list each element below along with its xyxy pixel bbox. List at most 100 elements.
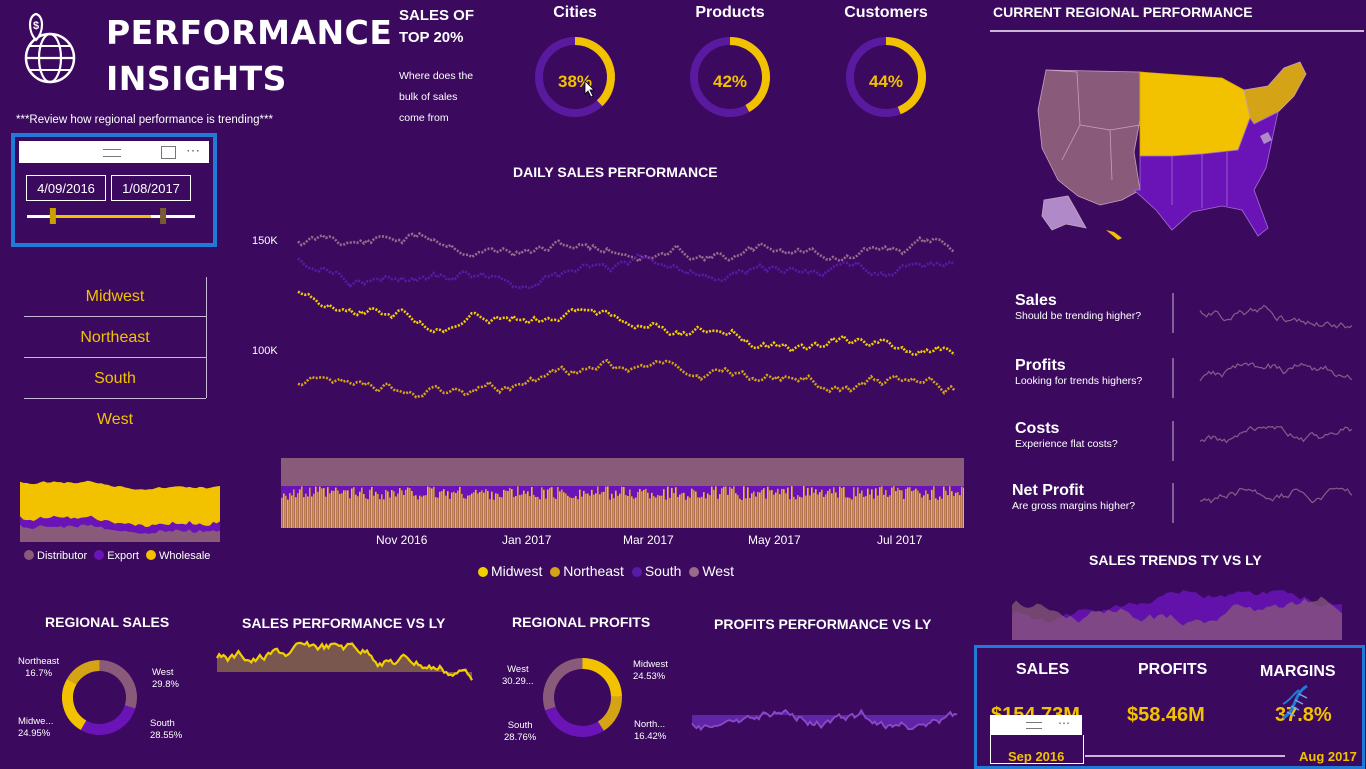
- region-item-northeast[interactable]: Northeast: [80, 329, 150, 346]
- northeast-line[interactable]: [297, 358, 956, 399]
- profits-vs-ly-chart[interactable]: [690, 640, 960, 752]
- strip-bar: [847, 497, 849, 528]
- gauge-customers[interactable]: Customers 44%: [836, 4, 936, 124]
- strip-bar: [489, 499, 491, 528]
- daily-sales-bar-strip[interactable]: [281, 458, 964, 528]
- legend-item-wholesale[interactable]: Wholesale: [146, 550, 210, 562]
- profits-line[interactable]: [691, 708, 958, 732]
- date-range-slider[interactable]: [15, 207, 205, 227]
- strip-bar: [629, 489, 631, 528]
- strip-bar: [613, 498, 615, 528]
- region-divider: [24, 357, 206, 358]
- trend-kpi-profits[interactable]: Profits Looking for trends highers?: [1015, 357, 1355, 397]
- trend-kpi-costs[interactable]: Costs Experience flat costs?: [1015, 420, 1355, 460]
- strip-bar: [947, 495, 949, 528]
- sales-trends-area-chart[interactable]: [1012, 580, 1344, 640]
- strip-bar: [283, 493, 285, 528]
- daily-sales-line-chart[interactable]: [290, 200, 970, 445]
- slider-end-handle[interactable]: [160, 208, 167, 224]
- strip-bar: [767, 486, 769, 528]
- region-item-west[interactable]: West: [96, 411, 134, 428]
- strip-bar: [735, 493, 737, 528]
- donut-slice[interactable]: [597, 696, 622, 731]
- trend-kpi-sales[interactable]: Sales Should be trending higher?: [1015, 292, 1355, 332]
- strip-bar: [893, 486, 895, 528]
- strip-bar: [785, 493, 787, 528]
- us-regional-map[interactable]: [1022, 40, 1312, 245]
- strip-bar: [419, 495, 421, 528]
- x-tick-label: Mar 2017: [623, 533, 674, 547]
- range-track[interactable]: [1085, 755, 1285, 757]
- sales-line[interactable]: [216, 640, 473, 681]
- area-this-year: [1012, 596, 1342, 640]
- strip-bar: [601, 492, 603, 528]
- strip-bar: [531, 486, 533, 528]
- gauge-products[interactable]: Products 42%: [685, 4, 775, 124]
- donut-slice[interactable]: [62, 678, 87, 730]
- strip-bar: [605, 486, 607, 528]
- summary-kpi-panel[interactable]: SALES $154.73M PROFITS $58.46M MARGINS 3…: [974, 645, 1365, 769]
- end-date-input[interactable]: 1/08/2017: [111, 175, 191, 201]
- strip-bar: [961, 486, 963, 528]
- donut-label-midwest: Midwe... 24.95%: [18, 716, 54, 739]
- top20-description: Where does the bulk of sales come from: [399, 70, 474, 124]
- donut-slice[interactable]: [582, 658, 622, 697]
- date-range-selector[interactable]: [990, 735, 1084, 764]
- midwest-line[interactable]: [297, 290, 956, 356]
- legend-item-midwest[interactable]: Midwest: [478, 563, 542, 579]
- focus-mode-icon[interactable]: [161, 146, 176, 159]
- donut-slice[interactable]: [66, 660, 100, 685]
- date-slicer[interactable]: ⋯ 4/09/2016 1/08/2017: [11, 133, 217, 247]
- gauge-cities[interactable]: Cities 38%: [530, 4, 620, 124]
- regional-profits-donut[interactable]: [543, 658, 627, 742]
- strip-bar: [865, 496, 867, 528]
- donut-slice[interactable]: [99, 660, 137, 709]
- region-item-midwest[interactable]: Midwest: [85, 288, 145, 305]
- south-line[interactable]: [297, 252, 956, 290]
- slider-start-handle[interactable]: [49, 208, 56, 224]
- start-date-input[interactable]: 4/09/2016: [26, 175, 106, 201]
- more-options-icon[interactable]: ⋯: [186, 142, 201, 158]
- region-slicer-scrollbar[interactable]: [206, 277, 207, 398]
- x-tick-label: Nov 2016: [376, 533, 428, 547]
- gauge-label: Customers: [844, 4, 928, 21]
- strip-bar: [449, 498, 451, 528]
- region-divider: [24, 316, 206, 317]
- strip-bar: [719, 494, 721, 528]
- strip-bar: [703, 492, 705, 528]
- donut-slice[interactable]: [545, 706, 604, 737]
- strip-bar: [369, 489, 371, 528]
- strip-bar: [843, 486, 845, 528]
- strip-bar: [787, 487, 789, 528]
- legend-item-export[interactable]: Export: [94, 550, 139, 562]
- strip-bar: [701, 496, 703, 528]
- strip-bar: [517, 486, 519, 528]
- strip-bar: [343, 490, 345, 528]
- donut-slice[interactable]: [80, 705, 136, 735]
- legend-item-west[interactable]: West: [689, 563, 734, 579]
- drag-handle-icon[interactable]: [1026, 722, 1042, 729]
- strip-bar: [939, 496, 941, 528]
- gauge-label: Products: [695, 4, 765, 21]
- strip-bar: [837, 497, 839, 528]
- legend-item-distributor[interactable]: Distributor: [24, 550, 87, 562]
- channel-area-chart[interactable]: [20, 472, 222, 542]
- strip-bar: [437, 497, 439, 528]
- more-options-icon[interactable]: ⋯: [1058, 716, 1070, 730]
- strip-bar: [849, 497, 851, 528]
- trend-kpi-net-profit[interactable]: Net Profit Are gross margins higher?: [1012, 482, 1352, 522]
- regional-sales-donut[interactable]: [62, 660, 142, 740]
- visual-header-bar: [990, 715, 1082, 735]
- strip-bar: [299, 489, 301, 528]
- drag-handle-icon[interactable]: [103, 149, 121, 157]
- region-item-south[interactable]: South: [94, 370, 136, 387]
- west-line[interactable]: [297, 231, 956, 264]
- legend-item-south[interactable]: South: [631, 563, 681, 579]
- strip-bar: [933, 486, 935, 528]
- legend-item-northeast[interactable]: Northeast: [550, 563, 624, 579]
- strip-bar: [593, 494, 595, 528]
- sales-vs-ly-chart[interactable]: [215, 640, 475, 752]
- strip-bar: [871, 489, 873, 528]
- strip-bar: [327, 487, 329, 528]
- donut-slice[interactable]: [543, 658, 583, 711]
